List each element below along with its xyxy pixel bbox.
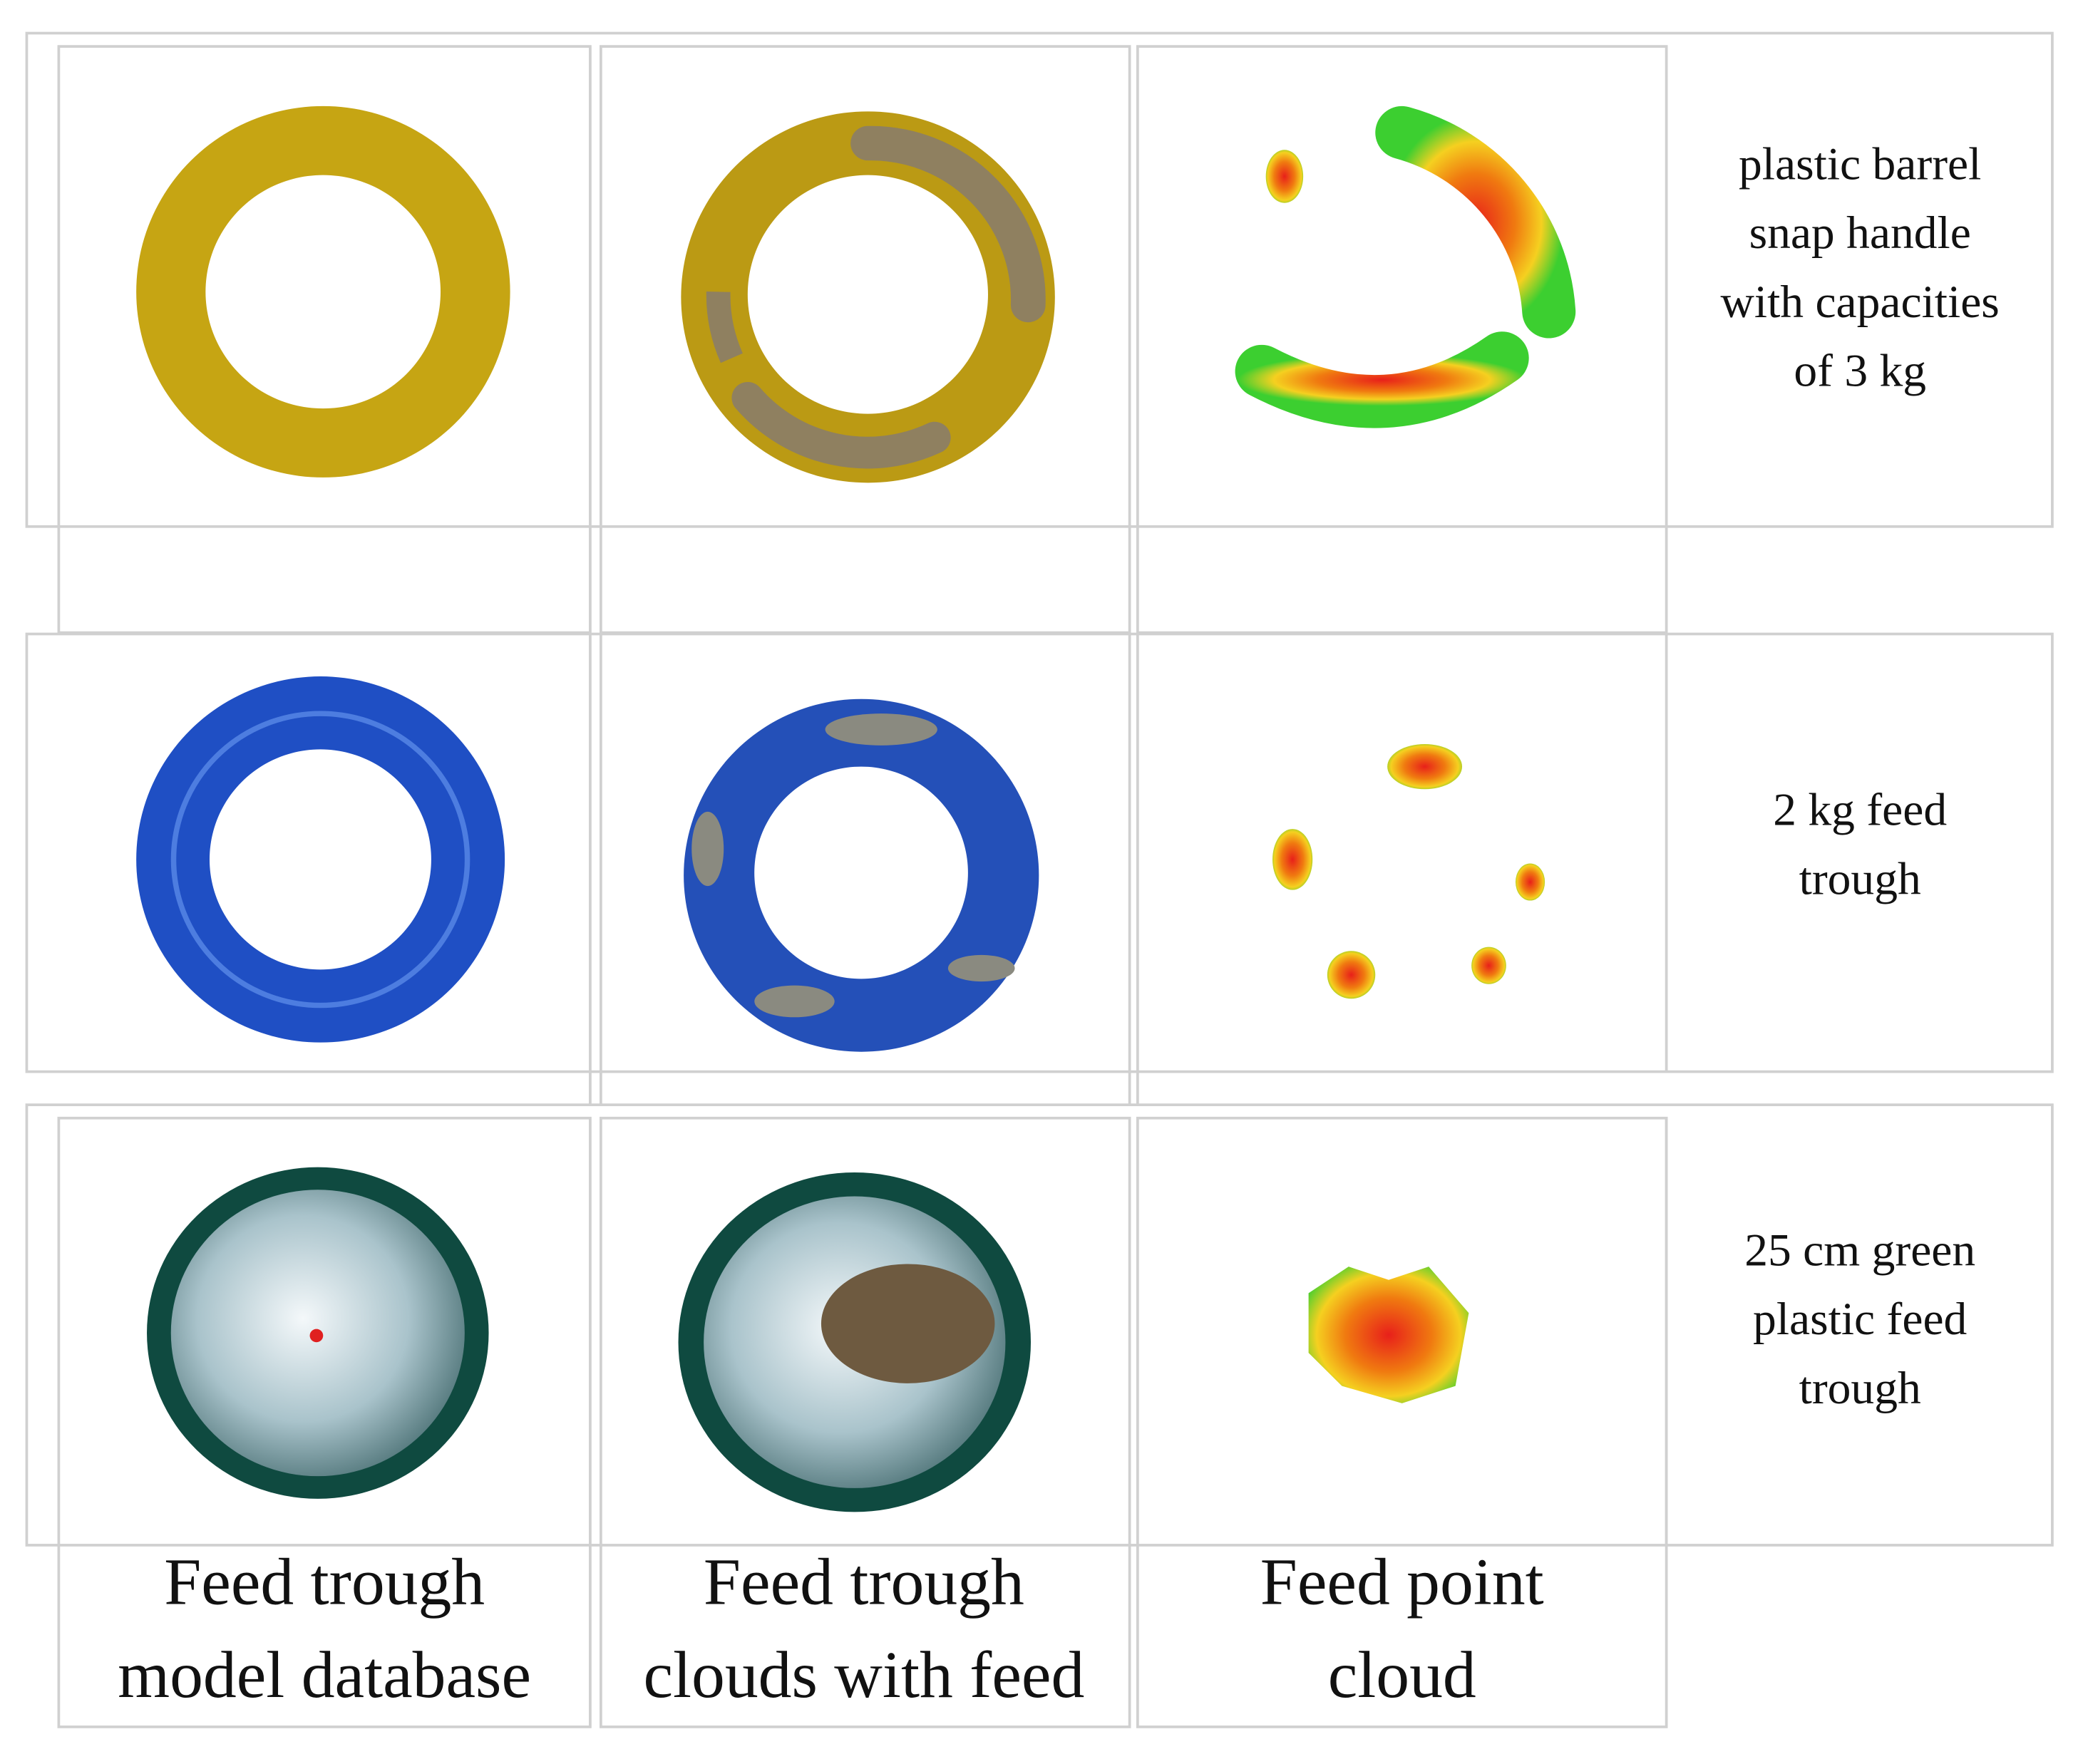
feed-heatmap-part [1265,150,1304,203]
feed-heatmap-part [1375,105,1576,339]
table-grid-part [25,632,2054,1073]
feed-heatmap [1235,105,1576,428]
yellow-ring-part [706,292,744,363]
column-headers: Feed trough model database Feed trough c… [118,1546,1543,1712]
feed-heatmap-part [1387,743,1463,790]
column-header: model database [118,1639,531,1712]
feed-heatmap [1272,743,1545,999]
row-label: plastic barrel [1739,138,1981,190]
yellow-ring-part [681,111,1055,483]
column-header: cloud [1328,1639,1476,1712]
row-label: plastic feed [1753,1294,1967,1345]
feed-heatmap-part [1272,829,1313,890]
table-grid-part [600,1116,1131,1728]
blue-ring-part [684,698,1039,1052]
table-grid-part [25,1103,2054,1547]
table-grid-part [25,31,2054,528]
blue-ring-part [947,954,1015,982]
yellow-ring [136,105,1055,483]
blue-ring-part [136,676,505,1043]
row-label: snap handle [1749,207,1971,259]
feed-heatmap-part [1515,863,1545,901]
green-bowl-part [821,1264,995,1383]
feed-heatmap-part [1327,951,1376,999]
yellow-ring-part [136,105,510,478]
row-label: trough [1799,853,1921,904]
green-bowl-part [309,1329,324,1343]
column-header: Feed trough [704,1546,1024,1619]
row-label: trough [1799,1363,1921,1414]
feed-heatmap-part [1308,1267,1469,1403]
column-header: Feed trough [164,1546,485,1619]
row-label: 25 cm green [1744,1225,1975,1276]
feed-heatmap [1308,1267,1469,1403]
blue-ring-part [170,711,470,1009]
column-header: clouds with feed [643,1639,1084,1712]
column-header: Feed point [1260,1546,1544,1619]
row-label: of 3 kg [1794,346,1926,397]
table-grid-part [57,1116,592,1728]
yellow-ring-part [850,125,1046,323]
row-label: 2 kg feed [1773,785,1947,836]
table-grid [25,31,2054,1728]
green-bowl [147,1167,1032,1512]
blue-ring-part [754,985,835,1018]
table-grid-part [1136,1116,1668,1728]
row-label: with capacities [1721,277,2000,328]
blue-ring-part [825,713,937,746]
feed-heatmap-part [1471,947,1506,984]
blue-ring-part [691,811,724,887]
row-labels: plastic barrel snap handle with capaciti… [1721,138,2000,1413]
yellow-ring-part [731,381,951,469]
blue-ring [136,676,1039,1052]
feed-heatmap-part [1235,331,1529,428]
